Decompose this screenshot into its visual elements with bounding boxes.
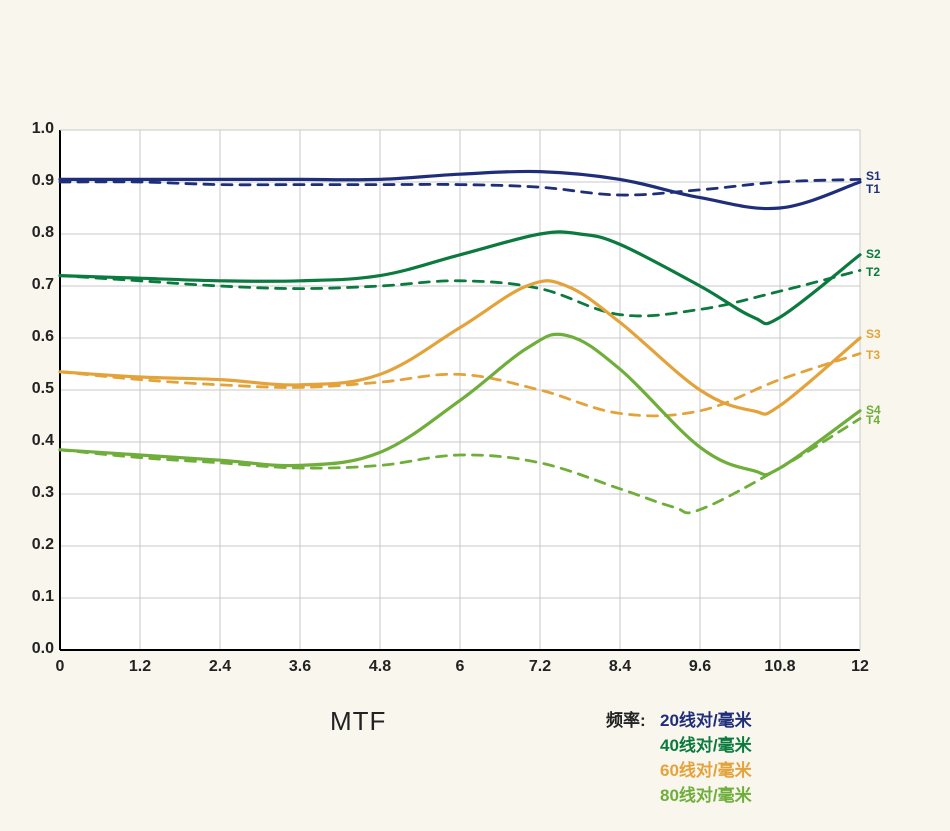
end-label-T4: T4 bbox=[866, 413, 880, 427]
chart-title: MTF bbox=[330, 706, 386, 737]
y-tick-label: 0.8 bbox=[24, 224, 54, 242]
plot-area bbox=[60, 130, 860, 650]
x-tick-label: 12 bbox=[842, 658, 878, 676]
y-tick-label: 0.5 bbox=[24, 380, 54, 398]
x-tick-label: 4.8 bbox=[362, 658, 398, 676]
x-tick-label: 7.2 bbox=[522, 658, 558, 676]
x-tick-label: 9.6 bbox=[682, 658, 718, 676]
x-tick-label: 0 bbox=[42, 658, 78, 676]
plot-svg bbox=[60, 130, 860, 650]
x-tick-label: 3.6 bbox=[282, 658, 318, 676]
y-tick-label: 0.6 bbox=[24, 328, 54, 346]
y-tick-label: 0.4 bbox=[24, 432, 54, 450]
y-tick-label: 0.0 bbox=[24, 640, 54, 658]
legend-item-3: 80线对/毫米 bbox=[660, 781, 752, 806]
end-label-S1: S1 bbox=[866, 169, 881, 183]
legend-item-1: 40线对/毫米 bbox=[660, 731, 752, 756]
y-tick-label: 0.1 bbox=[24, 588, 54, 606]
y-tick-label: 0.7 bbox=[24, 276, 54, 294]
x-tick-label: 8.4 bbox=[602, 658, 638, 676]
legend-item-0: 20线对/毫米 bbox=[660, 706, 752, 731]
chart-container: 0.0 0.1 0.2 0.3 0.4 0.5 0.6 0.7 0.8 0.9 1.0 0 1.2 2.4… bbox=[0, 0, 950, 831]
y-tick-label: 0.3 bbox=[24, 484, 54, 502]
end-label-T1: T1 bbox=[866, 182, 880, 196]
y-tick-label: 0.9 bbox=[24, 172, 54, 190]
legend-item-2: 60线对/毫米 bbox=[660, 756, 752, 781]
y-tick-label: 1.0 bbox=[24, 120, 54, 138]
end-label-S3: S3 bbox=[866, 327, 881, 341]
end-label-S2: S2 bbox=[866, 247, 881, 261]
end-label-T2: T2 bbox=[866, 265, 880, 279]
x-tick-label: 2.4 bbox=[202, 658, 238, 676]
end-label-T3: T3 bbox=[866, 348, 880, 362]
x-tick-label: 1.2 bbox=[122, 658, 158, 676]
x-tick-label: 10.8 bbox=[762, 658, 798, 676]
legend-title: 频率: bbox=[606, 706, 646, 731]
x-tick-label: 6 bbox=[442, 658, 478, 676]
y-tick-label: 0.2 bbox=[24, 536, 54, 554]
